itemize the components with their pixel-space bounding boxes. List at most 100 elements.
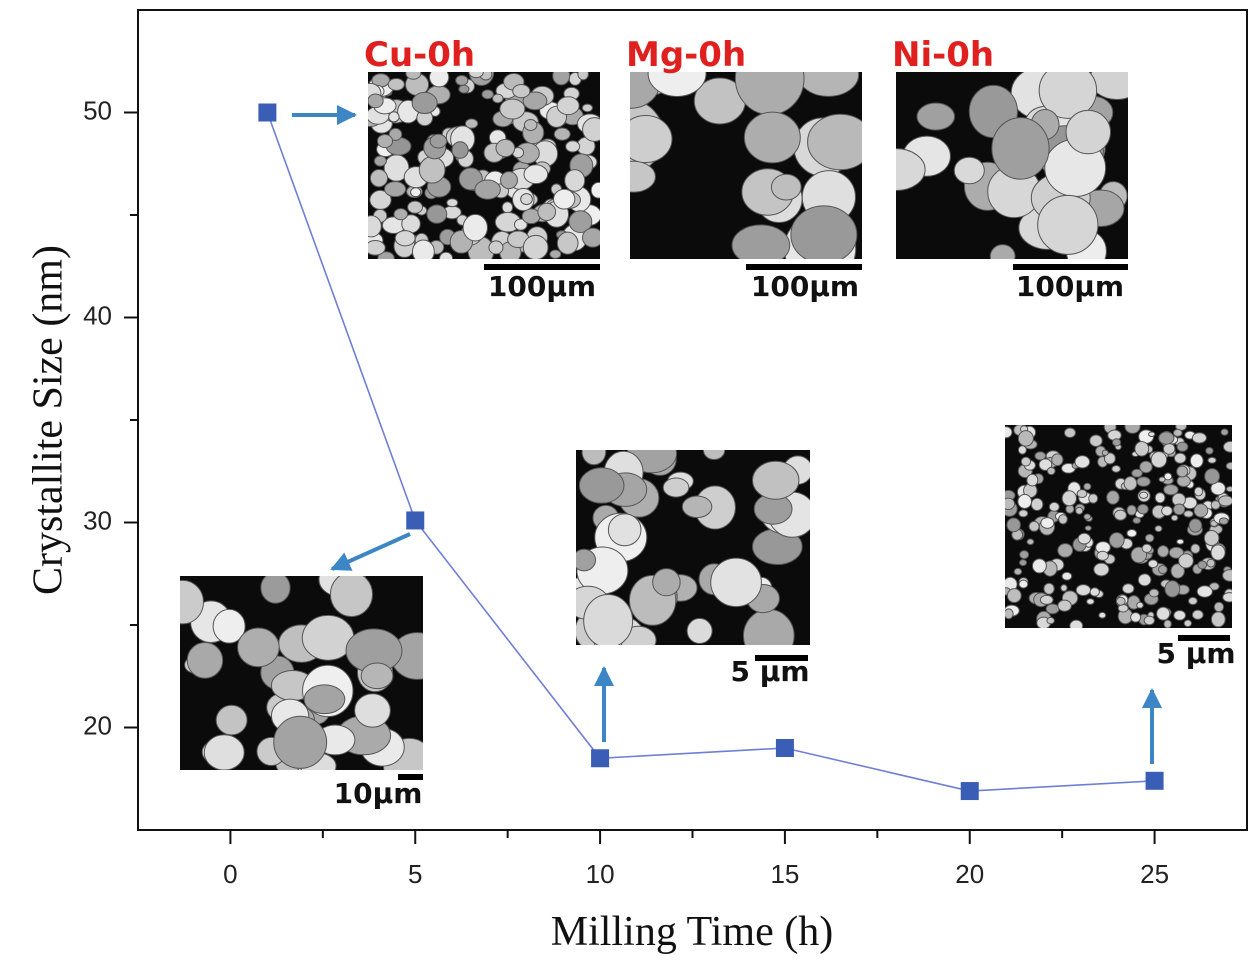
sem-particle xyxy=(1173,452,1187,464)
sem-particle xyxy=(474,179,501,200)
sem-particle xyxy=(411,91,438,115)
sem-particle xyxy=(1161,505,1173,517)
sem-particle xyxy=(1176,441,1189,452)
sem-particle xyxy=(1106,490,1120,505)
sem-particle xyxy=(501,201,514,214)
sem-particle xyxy=(1176,465,1189,478)
sem-particle xyxy=(568,210,593,233)
sem-particle xyxy=(1210,500,1221,510)
sem-particle xyxy=(499,171,518,190)
data-point xyxy=(960,782,979,801)
sem-particle xyxy=(1188,518,1203,533)
sem-particle xyxy=(394,230,416,247)
sem-particle xyxy=(1117,604,1129,613)
sem-particle xyxy=(492,93,504,104)
sem-particle xyxy=(1075,506,1084,515)
sem-particle xyxy=(743,111,801,164)
sem-particle xyxy=(1101,449,1109,456)
sem-particle xyxy=(1123,476,1138,491)
sem-particle xyxy=(1206,558,1216,568)
sem-particle xyxy=(523,164,549,185)
scale-label: 5 μm xyxy=(1156,637,1235,670)
sem-particle xyxy=(752,460,800,500)
sem-particle xyxy=(1156,606,1171,621)
sem-particle xyxy=(1222,592,1232,603)
sem-particle xyxy=(1043,582,1055,595)
sem-particle xyxy=(1017,493,1032,509)
sem-particle xyxy=(1038,458,1053,471)
sem-particle xyxy=(1034,451,1047,461)
y-axis-title: Crystallite Size (nm) xyxy=(26,245,72,595)
sem-particle xyxy=(1075,584,1091,597)
sem-particle xyxy=(1220,428,1229,436)
sem-particle xyxy=(522,91,548,111)
sem-particle xyxy=(1193,503,1209,518)
sem-particle xyxy=(1013,567,1023,576)
sem-particle xyxy=(405,72,422,80)
sem-particle xyxy=(1173,609,1187,621)
sem-particle xyxy=(418,156,446,184)
sem-particle xyxy=(681,495,713,519)
x-tick-label: 5 xyxy=(408,859,422,889)
sem-particle xyxy=(393,208,409,221)
sem-particle xyxy=(1115,596,1126,606)
inset-label: Ni-0h xyxy=(892,35,994,75)
sem-particle xyxy=(1154,525,1163,533)
sem-particle xyxy=(807,113,862,171)
sem-particle xyxy=(630,160,656,193)
sem-particle xyxy=(512,83,531,99)
sem-particle xyxy=(686,617,713,644)
sem-particle xyxy=(989,244,1016,259)
sem-particle xyxy=(1157,565,1168,575)
sem-particle xyxy=(1178,553,1194,569)
sem-particles xyxy=(896,72,1128,259)
sem-particle xyxy=(451,141,469,159)
y-tick-label: 30 xyxy=(83,505,112,535)
sem-particle xyxy=(426,204,448,224)
sem-particle xyxy=(468,72,484,79)
sem-particle xyxy=(1162,442,1176,455)
data-point xyxy=(406,511,425,530)
sem-particle xyxy=(1018,579,1029,589)
data-point xyxy=(591,749,610,768)
sem-particle xyxy=(1141,543,1153,553)
sem-particle xyxy=(1028,520,1040,532)
sem-particle xyxy=(1225,486,1232,493)
sem-particle xyxy=(1046,466,1056,476)
sem-particle xyxy=(1096,550,1109,561)
sem-particle xyxy=(1148,588,1160,598)
sem-particle xyxy=(1204,468,1221,485)
sem-particle xyxy=(1207,456,1217,464)
sem-particle xyxy=(630,115,673,164)
scale-label: 100μm xyxy=(488,270,596,303)
sem-particle xyxy=(462,213,488,242)
sem-particle xyxy=(1051,453,1064,467)
sem-particle xyxy=(1136,476,1151,487)
sem-particle xyxy=(1189,453,1204,469)
sem-particle xyxy=(647,72,707,97)
inset-label: Mg-0h xyxy=(626,35,746,75)
sem-particle xyxy=(1084,525,1092,531)
sem-particle xyxy=(1057,599,1072,612)
sem-particle xyxy=(1144,533,1155,543)
sem-particle xyxy=(662,477,690,498)
inset-label: Cu-0h xyxy=(364,35,475,75)
sem-particle xyxy=(499,98,526,120)
sem-particle xyxy=(1077,532,1091,545)
scale-label: 5 μm xyxy=(730,655,809,688)
sem-particle xyxy=(953,156,985,185)
sem-particle xyxy=(1048,501,1060,512)
sem-particle xyxy=(1225,461,1232,471)
sem-particle xyxy=(513,218,528,231)
sem-particle xyxy=(1086,598,1095,605)
sem-particle xyxy=(556,96,580,116)
sem-particle xyxy=(360,662,394,690)
sem-particle xyxy=(455,74,469,86)
sem-particle xyxy=(1139,491,1149,499)
sem-particle xyxy=(1150,451,1168,469)
sem-particles xyxy=(576,450,810,645)
sem-particles xyxy=(630,72,862,259)
sem-particle xyxy=(1037,194,1099,255)
sem-particle xyxy=(1126,528,1138,538)
